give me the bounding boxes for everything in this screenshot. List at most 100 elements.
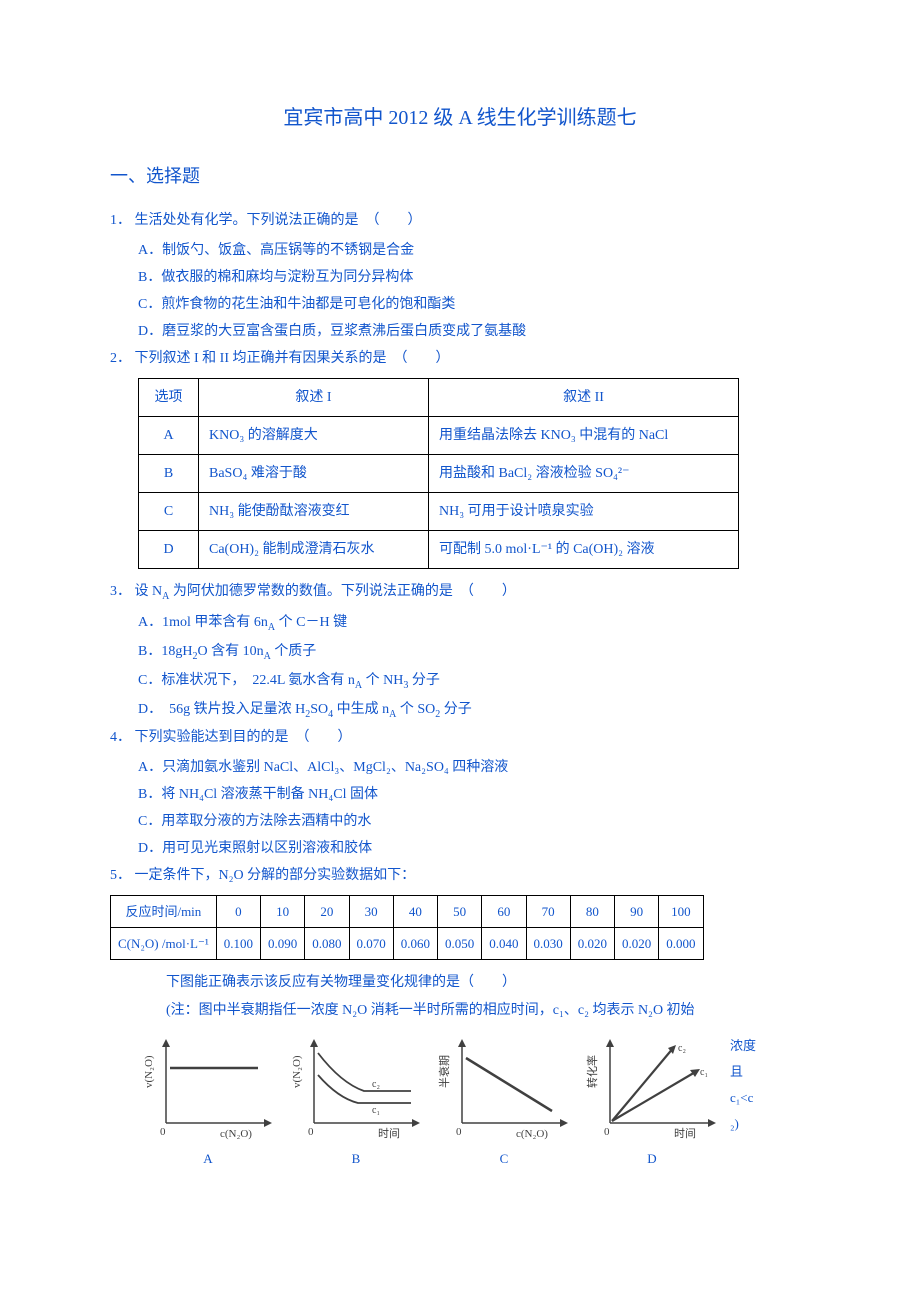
table-row: A KNO₃ 的溶解度大 用重结晶法除去 KNO₃ 中混有的 NaCl [139,416,739,454]
rt-2: 且 [730,1059,770,1085]
cell-c2: 可配制 5.0 mol·L⁻¹ 的 Ca(OH)₂ 溶液 [429,531,739,569]
q5-data-table: 反应时间/min 0 10 20 30 40 50 60 70 80 90 10… [110,895,704,961]
chart-c-label: C [500,1147,509,1170]
cell: 0.100 [216,927,260,959]
rt-4: ₂) [730,1111,770,1137]
th-desc1: 叙述 I [199,378,429,416]
svg-text:转化率: 转化率 [585,1055,599,1088]
question-2: 2． 下列叙述 I 和 II 均正确并有因果关系的是 （ ） [110,346,810,371]
cell: 0 [216,895,260,927]
q2-table: 选项 叙述 I 叙述 II A KNO₃ 的溶解度大 用重结晶法除去 KNO₃ … [138,378,739,570]
q3-option-a: A．1mol 甲苯含有 6nA 个 C－H 键 [110,610,810,637]
question-4: 4． 下列实验能达到目的的是 （ ） [110,725,810,750]
cell: 0.080 [305,927,349,959]
cell: 0.020 [570,927,614,959]
cell-c1: BaSO₄ 难溶于酸 [199,454,429,492]
rt-3: c₁<c [730,1085,770,1111]
q5-note1: 下图能正确表示该反应有关物理量变化规律的是（ ） [110,970,810,995]
svg-text:半衰期: 半衰期 [437,1055,451,1088]
row-label: C(N₂O) /mol·L⁻¹ [111,927,217,959]
th-desc2: 叙述 II [429,378,739,416]
cell: 100 [659,895,703,927]
chart-b-box: c₂ c₁ v(N₂O) 0 时间 B [286,1033,426,1170]
svg-text:0: 0 [308,1126,314,1138]
svg-text:时间: 时间 [378,1127,400,1140]
question-1: 1． 生活处处有化学。下列说法正确的是 （ ） [110,208,810,233]
chart-b-icon: c₂ c₁ v(N₂O) 0 时间 [286,1033,426,1143]
cell: 20 [305,895,349,927]
svg-text:v(N₂O): v(N₂O) [143,1055,155,1088]
cell: 0.090 [261,927,305,959]
q5-stem: 一定条件下，N₂O 分解的部分实验数据如下： [135,868,416,883]
cell-c1: KNO₃ 的溶解度大 [199,416,429,454]
q5-num: 5． [110,868,131,883]
cell-opt: B [139,454,199,492]
q3-num: 3． [110,584,131,599]
chart-b-label: B [352,1147,361,1170]
q3-option-b: B．18gH2O 含有 10nA 个质子 [110,639,810,666]
q1-option-b: B．做衣服的棉和麻均与淀粉互为同分异构体 [110,265,810,290]
chart-c-icon: 半衰期 0 c(N₂O) [434,1033,574,1143]
svg-text:c(N₂O): c(N₂O) [516,1128,548,1140]
cell-c1: NH₃ 能使酚酞溶液变红 [199,493,429,531]
cell: 0.030 [526,927,570,959]
svg-text:0: 0 [604,1126,610,1138]
svg-text:0: 0 [456,1126,462,1138]
q1-stem: 生活处处有化学。下列说法正确的是 （ ） [135,213,422,228]
table-row: C NH₃ 能使酚酞溶液变红 NH₃ 可用于设计喷泉实验 [139,493,739,531]
q4-num: 4． [110,730,131,745]
cell: 40 [393,895,437,927]
q1-option-a: A．制饭勺、饭盒、高压锅等的不锈钢是合金 [110,238,810,263]
svg-text:0: 0 [160,1126,166,1138]
table-row: C(N₂O) /mol·L⁻¹ 0.100 0.090 0.080 0.070 … [111,927,704,959]
q1-num: 1． [110,213,131,228]
q4-stem: 下列实验能达到目的的是 （ ） [135,730,352,745]
question-3: 3． 设 NA 为阿伏加德罗常数的数值。下列说法正确的是 （ ） [110,579,810,606]
q4-option-c: C．用萃取分液的方法除去酒精中的水 [110,809,810,834]
chart-a-icon: v(N₂O) 0 c(N₂O) [138,1033,278,1143]
svg-text:c₁: c₁ [700,1067,708,1078]
q4-option-d: D．用可见光束照射以区别溶液和胶体 [110,836,810,861]
cell: 90 [615,895,659,927]
cell-c2: 用盐酸和 BaCl₂ 溶液检验 SO₄²⁻ [429,454,739,492]
svg-text:c₂: c₂ [372,1079,380,1090]
chart-d-label: D [647,1147,656,1170]
cell-c1: Ca(OH)₂ 能制成澄清石灰水 [199,531,429,569]
cell: 10 [261,895,305,927]
table-row: 反应时间/min 0 10 20 30 40 50 60 70 80 90 10… [111,895,704,927]
question-5: 5． 一定条件下，N₂O 分解的部分实验数据如下： [110,863,810,888]
cell-opt: D [139,531,199,569]
section-header: 一、选择题 [110,160,810,192]
q1-option-c: C．煎炸食物的花生油和牛油都是可皂化的饱和酯类 [110,292,810,317]
charts-row: v(N₂O) 0 c(N₂O) A c₂ c₁ v(N₂O) 0 时间 B [110,1033,810,1170]
table-row: B BaSO₄ 难溶于酸 用盐酸和 BaCl₂ 溶液检验 SO₄²⁻ [139,454,739,492]
q3-option-d: D． 56g 铁片投入足量浓 H2SO4 中生成 nA 个 SO2 分子 [110,697,810,724]
chart-a-box: v(N₂O) 0 c(N₂O) A [138,1033,278,1170]
rt-1: 浓度 [730,1033,770,1059]
cell-opt: A [139,416,199,454]
cell: 0.000 [659,927,703,959]
cell: 0.060 [393,927,437,959]
q5-note2: (注：图中半衰期指任一浓度 N₂O 消耗一半时所需的相应时间，c₁、c₂ 均表示… [110,998,810,1023]
cell: 0.040 [482,927,526,959]
svg-text:v(N₂O): v(N₂O) [291,1055,303,1088]
cell-opt: C [139,493,199,531]
chart-a-label: A [203,1147,212,1170]
cell: 60 [482,895,526,927]
cell: 80 [570,895,614,927]
cell: 50 [438,895,482,927]
th-option: 选项 [139,378,199,416]
cell: 0.070 [349,927,393,959]
table-row: D Ca(OH)₂ 能制成澄清石灰水 可配制 5.0 mol·L⁻¹ 的 Ca(… [139,531,739,569]
q2-stem: 下列叙述 I 和 II 均正确并有因果关系的是 （ ） [135,351,450,366]
q4-option-a: A．只滴加氨水鉴别 NaCl、AlCl₃、MgCl₂、Na₂SO₄ 四种溶液 [110,755,810,780]
page-title: 宜宾市高中 2012 级 A 线生化学训练题七 [110,100,810,136]
cell: 70 [526,895,570,927]
q3-option-c: C．标准状况下， 22.4L 氨水含有 nA 个 NH3 分子 [110,668,810,695]
q1-option-d: D．磨豆浆的大豆富含蛋白质，豆浆煮沸后蛋白质变成了氨基酸 [110,319,810,344]
cell: 0.020 [615,927,659,959]
cell: 0.050 [438,927,482,959]
q2-num: 2． [110,351,131,366]
svg-text:时间: 时间 [674,1127,696,1140]
svg-text:c₂: c₂ [678,1043,686,1054]
